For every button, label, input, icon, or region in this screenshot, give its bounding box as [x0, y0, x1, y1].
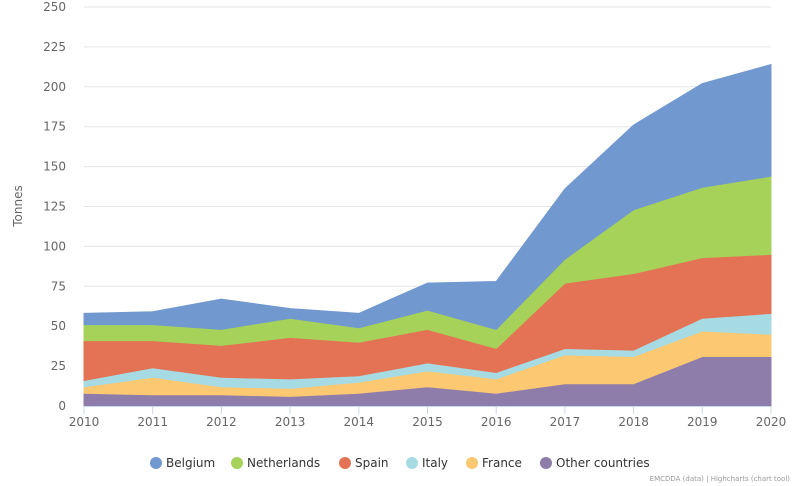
y-tick-label: 150	[43, 160, 66, 174]
x-tick-label: 2019	[687, 415, 718, 429]
legend-item-italy[interactable]: Italy	[406, 456, 448, 470]
y-tick-label: 125	[43, 200, 66, 214]
legend-marker	[540, 457, 552, 469]
y-axis: 0 25 50 75 100 125 150 175 200 225 250	[43, 0, 66, 413]
x-tick-label: 2015	[412, 415, 443, 429]
y-tick-label: 200	[43, 80, 66, 94]
x-tick-label: 2013	[275, 415, 306, 429]
x-tick-label: 2010	[69, 415, 100, 429]
y-axis-label: Tonnes	[11, 185, 25, 227]
x-tick-label: 2016	[481, 415, 512, 429]
x-tick-label: 2018	[618, 415, 649, 429]
x-tick-label: 2011	[137, 415, 168, 429]
legend-label: France	[482, 456, 522, 470]
legend-label: Netherlands	[247, 456, 320, 470]
area-belgium[interactable]	[83, 63, 772, 330]
x-tick-label: 2012	[206, 415, 237, 429]
legend-marker	[150, 457, 162, 469]
legend-marker	[466, 457, 478, 469]
legend-item-other-countries[interactable]: Other countries	[540, 456, 650, 470]
area-series	[83, 63, 772, 407]
y-tick-label: 100	[43, 239, 66, 253]
credits-text[interactable]: EMCDDA (data) | Highcharts (chart tool)	[650, 475, 791, 483]
legend-marker	[406, 457, 418, 469]
y-tick-label: 50	[51, 319, 66, 333]
legend-marker	[231, 457, 243, 469]
x-tick-label: 2014	[344, 415, 375, 429]
y-tick-label: 0	[58, 399, 66, 413]
legend-item-belgium[interactable]: Belgium	[150, 456, 215, 470]
y-tick-label: 225	[43, 40, 66, 54]
legend-item-netherlands[interactable]: Netherlands	[231, 456, 320, 470]
legend-marker	[339, 457, 351, 469]
legend-label: Other countries	[556, 456, 650, 470]
y-tick-label: 175	[43, 120, 66, 134]
legend-item-france[interactable]: France	[466, 456, 522, 470]
y-tick-label: 25	[51, 359, 66, 373]
x-tick-label: 2020	[756, 415, 787, 429]
legend-label: Spain	[355, 456, 389, 470]
x-tick-label: 2017	[550, 415, 581, 429]
legend-label: Belgium	[166, 456, 215, 470]
legend-label: Italy	[422, 456, 448, 470]
legend: Belgium Netherlands Spain Italy France Other …	[150, 456, 650, 470]
y-tick-label: 250	[43, 0, 66, 14]
legend-item-spain[interactable]: Spain	[339, 456, 389, 470]
x-axis: 2010 2011 2012 2013 2014 2015 2016 2017 2018 2019…	[69, 406, 787, 429]
y-tick-label: 75	[51, 279, 66, 293]
